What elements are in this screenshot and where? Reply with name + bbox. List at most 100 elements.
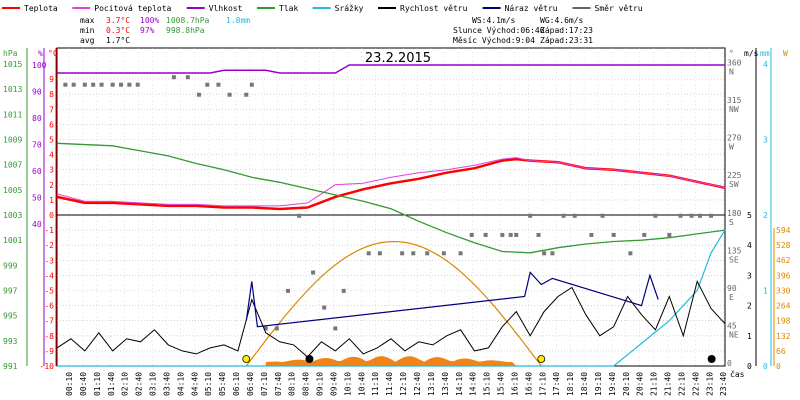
wind-direction-point — [91, 82, 96, 87]
temperature-tick-label: -9 — [44, 347, 54, 356]
sun-marker — [242, 355, 251, 363]
time-tick-label: 17:40 — [552, 372, 561, 396]
wind-direction-point — [185, 75, 190, 80]
time-tick-label: 20:40 — [636, 372, 645, 396]
time-tick-label: 18:40 — [580, 372, 589, 396]
pressure-tick-label: 991 — [3, 362, 18, 371]
wind-direction-point — [425, 251, 430, 256]
time-tick-label: 11:40 — [385, 372, 394, 396]
wind-direction-point — [71, 82, 76, 87]
pressure-axis-unit: hPa — [3, 49, 18, 58]
pressure-tick-label: 1013 — [3, 85, 22, 94]
time-tick-label: 15:10 — [483, 372, 492, 396]
direction-tick-compass: NW — [729, 105, 739, 114]
direction-tick-compass: S — [729, 218, 734, 227]
wind-direction-point — [400, 251, 405, 256]
wind-direction-point — [458, 251, 463, 256]
solar-tick-label: 528 — [776, 241, 791, 250]
wind-tick-label: 0 — [747, 362, 752, 371]
wind-direction-point — [483, 232, 488, 237]
time-tick-label: 21:10 — [650, 372, 659, 396]
wind-direction-point — [411, 251, 416, 256]
wind-direction-point — [508, 232, 513, 237]
wind-direction-point — [528, 213, 533, 218]
stat-value: 3.7°C — [106, 16, 130, 25]
temperature-tick-label: -2 — [44, 241, 54, 250]
legend-label: Tlak — [279, 4, 298, 13]
series-vlhkost — [57, 64, 725, 74]
series-sr-ky — [57, 229, 726, 367]
wind-direction-point — [611, 232, 616, 237]
wind-direction-point — [697, 213, 702, 218]
solar-tick-label: 594 — [776, 226, 791, 235]
direction-tick-compass: NE — [729, 330, 739, 339]
wind-tick-label: 5 — [747, 211, 752, 220]
time-tick-label: 13:40 — [441, 372, 450, 396]
series-rychlost-v-tru — [56, 279, 726, 358]
time-tick-label: 14:10 — [455, 372, 464, 396]
stat-value: 998.8hPa — [166, 26, 205, 35]
humidity-tick-label: 60 — [32, 167, 42, 176]
temperature-tick-label: -5 — [44, 287, 54, 296]
moon-marker — [707, 355, 716, 363]
pressure-tick-label: 1015 — [3, 60, 22, 69]
wind-direction-point — [441, 251, 446, 256]
series-tlak — [56, 142, 726, 254]
temperature-tick-label: -10 — [40, 362, 55, 371]
stat-value: 100% — [140, 16, 159, 25]
stat-value: avg — [80, 36, 95, 45]
wind-direction-point — [127, 82, 132, 87]
wind-direction-point — [469, 232, 474, 237]
time-tick-label: 21:40 — [664, 372, 673, 396]
direction-tick-degrees: 0 — [727, 359, 732, 368]
wind-direction-point — [709, 213, 714, 218]
wind-direction-point — [500, 232, 505, 237]
chart-title: 23.2.2015 — [365, 51, 431, 66]
sunset-text: Západ:17:23 — [540, 26, 593, 35]
time-tick-label: 20:10 — [622, 372, 631, 396]
time-tick-label: 15:40 — [497, 372, 506, 396]
solar-tick-label: 0 — [776, 362, 781, 371]
stat-value: 1.7°C — [106, 36, 130, 45]
series-pocitov-teplota — [56, 157, 726, 207]
time-tick-label: 07:40 — [274, 372, 283, 396]
temperature-tick-label: 0 — [49, 211, 54, 220]
stat-value: 97% — [140, 26, 155, 35]
grid — [57, 48, 725, 366]
time-tick-label: 17:10 — [538, 372, 547, 396]
direction-tick-compass: SE — [729, 255, 739, 264]
solar-tick-label: 462 — [776, 256, 791, 265]
legend-label: Směr větru — [595, 4, 643, 13]
temperature-tick-label: 7 — [49, 105, 54, 114]
rain-axis-unit: mm — [760, 49, 770, 58]
wind-direction-point — [99, 82, 104, 87]
solar-tick-label: 198 — [776, 317, 791, 326]
humidity-tick-label: 40 — [32, 220, 42, 229]
direction-tick-degrees: 270 — [727, 134, 742, 143]
stat-value: 0.3°C — [106, 26, 130, 35]
series-n-raz-v-tru — [245, 271, 659, 328]
pressure-tick-label: 1007 — [3, 161, 22, 170]
solar-tick-label: 66 — [776, 347, 786, 356]
pressure-tick-label: 1001 — [3, 236, 22, 245]
rain-tick-label: 4 — [763, 60, 768, 69]
solar-tick-label: 396 — [776, 271, 791, 280]
time-tick-label: 01:10 — [93, 372, 102, 396]
time-tick-label: 22:40 — [691, 372, 700, 396]
time-tick-label: 10:40 — [357, 372, 366, 396]
wind-direction-point — [542, 251, 547, 256]
direction-tick-compass: SW — [729, 180, 739, 189]
pressure-tick-label: 1005 — [3, 186, 22, 195]
temperature-tick-label: -4 — [44, 271, 54, 280]
time-tick-label: 11:10 — [371, 372, 380, 396]
legend-label: Náraz větru — [505, 4, 558, 13]
time-tick-label: 09:10 — [316, 372, 325, 396]
time-tick-label: 23:10 — [705, 372, 714, 396]
time-tick-label: 01:40 — [107, 372, 116, 396]
time-tick-label: 19:10 — [594, 372, 603, 396]
legend-label: Vlhkost — [209, 4, 243, 13]
wind-direction-point — [572, 213, 577, 218]
direction-axis-unit: ° — [729, 49, 734, 58]
wind-direction-point — [667, 232, 672, 237]
legend-label: Srážky — [335, 4, 364, 13]
